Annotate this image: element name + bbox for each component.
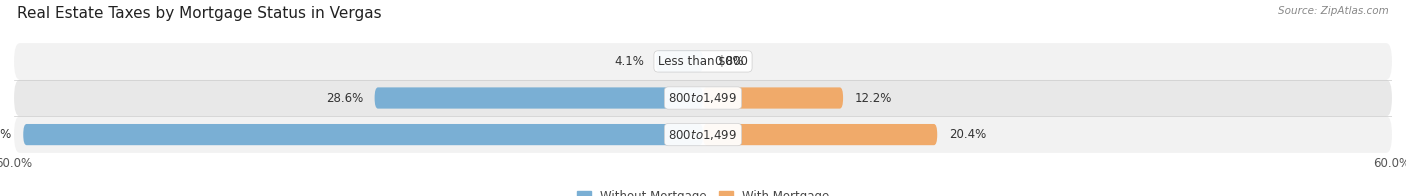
FancyBboxPatch shape	[24, 124, 703, 145]
FancyBboxPatch shape	[14, 80, 1392, 116]
Text: 4.1%: 4.1%	[614, 55, 644, 68]
FancyBboxPatch shape	[14, 116, 1392, 153]
FancyBboxPatch shape	[703, 124, 938, 145]
FancyBboxPatch shape	[14, 43, 1392, 80]
Legend: Without Mortgage, With Mortgage: Without Mortgage, With Mortgage	[572, 185, 834, 196]
FancyBboxPatch shape	[374, 87, 703, 109]
Text: $800 to $1,499: $800 to $1,499	[668, 128, 738, 142]
Text: Source: ZipAtlas.com: Source: ZipAtlas.com	[1278, 6, 1389, 16]
FancyBboxPatch shape	[657, 51, 703, 72]
Text: 59.2%: 59.2%	[0, 128, 11, 141]
Text: Real Estate Taxes by Mortgage Status in Vergas: Real Estate Taxes by Mortgage Status in …	[17, 6, 381, 21]
Text: $800 to $1,499: $800 to $1,499	[668, 91, 738, 105]
Text: 12.2%: 12.2%	[855, 92, 891, 104]
Text: 28.6%: 28.6%	[326, 92, 363, 104]
Text: Less than $800: Less than $800	[658, 55, 748, 68]
FancyBboxPatch shape	[703, 87, 844, 109]
Text: 20.4%: 20.4%	[949, 128, 986, 141]
Text: 0.0%: 0.0%	[714, 55, 744, 68]
